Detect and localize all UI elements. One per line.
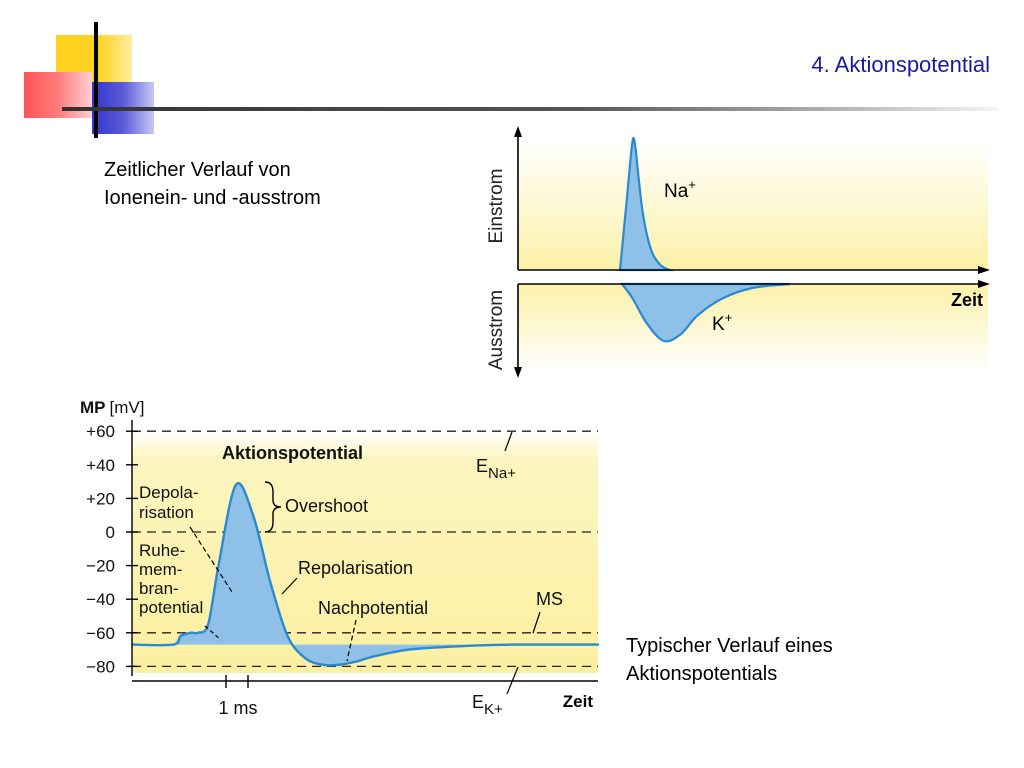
k-label-sup: + [725, 310, 733, 325]
ion-current-chart: Einstrom Ausstrom Zeit Na+ K+ [486, 126, 990, 378]
caption-bottom-line-2: Aktionspotentials [626, 663, 778, 685]
caption-top: Zeitlicher Verlauf von Ionenein- und -au… [104, 156, 321, 212]
ion-chart-top-background [518, 140, 988, 270]
resting-potential-pointer [204, 625, 222, 641]
resting-potential-label: Ruhe- mem- bran- potential [139, 541, 203, 617]
slide-title: 4. Aktionspotential [811, 52, 990, 77]
na-current-area [618, 137, 674, 272]
ion-chart-bottom-background [518, 284, 988, 372]
ek-label-sub: K+ [484, 701, 503, 718]
time-axis-lower-arrow [978, 280, 990, 288]
overshoot-label: Overshoot [285, 496, 368, 516]
resting-potential-line-4: potential [139, 598, 203, 617]
y-tick-label: 0 [106, 523, 115, 542]
y-tick-label: +20 [86, 489, 115, 508]
caption-bottom: Typischer Verlauf eines Aktionspotential… [626, 632, 833, 688]
ena-label-main: E [476, 456, 488, 476]
y-tick-label: −80 [86, 657, 115, 676]
y-tick-label: −40 [86, 590, 115, 609]
time-axis-upper-arrow [978, 266, 990, 274]
k-current-area [619, 282, 791, 343]
einstrom-axis-arrow [514, 126, 522, 137]
y-tick-label: −20 [86, 557, 115, 576]
afterpotential-pointer [346, 619, 357, 662]
repolarisation-label: Repolarisation [298, 558, 413, 578]
mp-axis-label-bold: MP [80, 398, 106, 417]
resting-potential-line-2: mem- [139, 560, 182, 579]
deco-vertical-line [94, 22, 98, 138]
ena-pointer [504, 431, 513, 452]
y-tick-label: +60 [86, 422, 115, 441]
ausstrom-axis-arrow [514, 367, 522, 378]
ena-label: ENa+ [476, 456, 516, 482]
ek-label: EK+ [472, 692, 503, 718]
ek-pointer [506, 666, 519, 695]
ap-xlabel: Zeit [563, 692, 594, 711]
action-potential-chart: +60+40+200−20−40−60−80 MP [mV] 1 ms Zeit … [80, 398, 600, 718]
deco-horizontal-line [62, 107, 998, 111]
depolarisation-line-1: Depola- [139, 483, 199, 502]
ion-ylabel-einstrom: Einstrom [486, 169, 507, 244]
caption-bottom-line-1: Typischer Verlauf eines [626, 635, 833, 657]
afterpotential-label: Nachpotential [318, 598, 428, 618]
ion-ylabel-ausstrom: Ausstrom [486, 290, 507, 370]
ms-label: MS [536, 589, 563, 609]
depolarisation-line-2: risation [139, 503, 194, 522]
na-label: Na+ [664, 177, 696, 202]
action-potential-area [173, 483, 513, 666]
ap-title: Aktionspotential [222, 443, 363, 463]
overshoot-bracket [264, 481, 282, 533]
na-label-sup: + [688, 177, 696, 192]
resting-potential-line-3: bran- [139, 579, 179, 598]
k-label-name: K [712, 314, 725, 335]
ms-pointer [532, 611, 541, 634]
depolarisation-label: Depola- risation [139, 483, 203, 522]
mp-axis-label-unit: [mV] [110, 398, 145, 417]
y-tick-label: +40 [86, 456, 115, 475]
ena-label-sub: Na+ [488, 465, 516, 482]
time-tick-label: 1 ms [218, 698, 257, 718]
caption-top-line-2: Ionenein- und -ausstrom [104, 187, 321, 209]
y-axis-ticks: +60 +40 +20 0 −20 −40 −60 −80 [86, 422, 138, 676]
y-tick-label: −60 [86, 624, 115, 643]
depolarisation-pointer [189, 526, 233, 593]
repolarisation-pointer [281, 577, 298, 595]
resting-potential-line-1: Ruhe- [139, 541, 185, 560]
mp-axis-label: MP [mV] [80, 398, 144, 417]
ek-label-main: E [472, 692, 484, 712]
caption-top-line-1: Zeitlicher Verlauf von [104, 159, 291, 181]
na-label-name: Na [664, 181, 689, 202]
action-potential-curve [131, 482, 600, 667]
k-label: K+ [712, 310, 732, 335]
ion-xlabel: Zeit [951, 290, 983, 310]
